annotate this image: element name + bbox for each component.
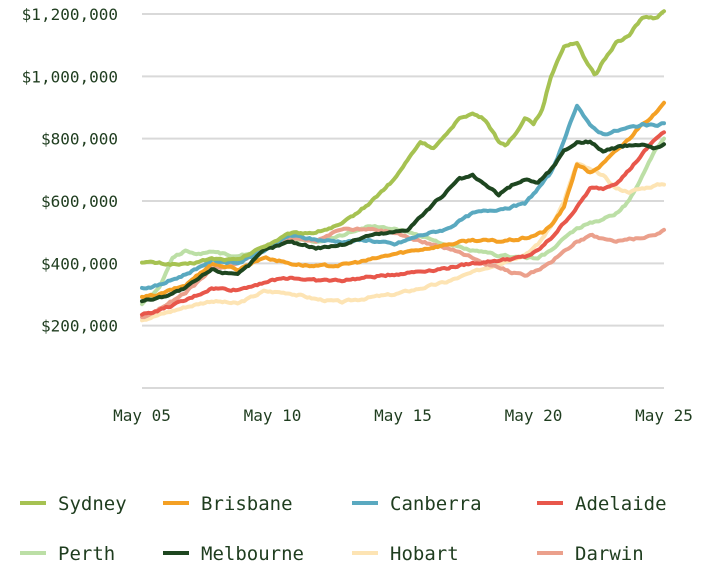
- x-tick-label: May 25: [635, 406, 693, 425]
- series-line-sydney: [140, 9, 666, 267]
- y-tick-label: $600,000: [41, 192, 118, 211]
- legend: Sydney Brisbane Canberra Adelaide Perth Melbo…: [20, 493, 667, 565]
- x-tick-label: May 15: [374, 406, 432, 425]
- legend-label-darwin: Darwin: [575, 543, 644, 565]
- legend-label-hobart: Hobart: [390, 543, 459, 565]
- series-line-canberra: [140, 103, 666, 291]
- y-tick-label: $1,200,000: [22, 5, 118, 24]
- legend-label-canberra: Canberra: [390, 493, 482, 515]
- series-line-melbourne: [140, 139, 666, 304]
- y-tick-label: $200,000: [41, 317, 118, 336]
- y-tick-label: $400,000: [41, 254, 118, 273]
- series-lines: [140, 9, 666, 323]
- x-axis-ticks: May 05 May 10 May 15 May 20 May 25: [113, 406, 693, 425]
- legend-label-perth: Perth: [58, 543, 115, 565]
- y-tick-label: $800,000: [41, 130, 118, 149]
- series-line-brisbane: [140, 100, 666, 300]
- legend-label-melbourne: Melbourne: [201, 543, 304, 565]
- x-tick-label: May 05: [113, 406, 171, 425]
- legend-label-sydney: Sydney: [58, 493, 127, 515]
- y-tick-label: $1,000,000: [22, 67, 118, 86]
- legend-label-brisbane: Brisbane: [201, 493, 293, 515]
- legend-label-adelaide: Adelaide: [575, 493, 667, 515]
- x-tick-label: May 10: [244, 406, 302, 425]
- series-line-adelaide: [140, 130, 666, 317]
- y-axis-ticks: $200,000 $400,000 $600,000 $800,000 $1,000,0…: [22, 5, 118, 336]
- x-tick-label: May 20: [505, 406, 563, 425]
